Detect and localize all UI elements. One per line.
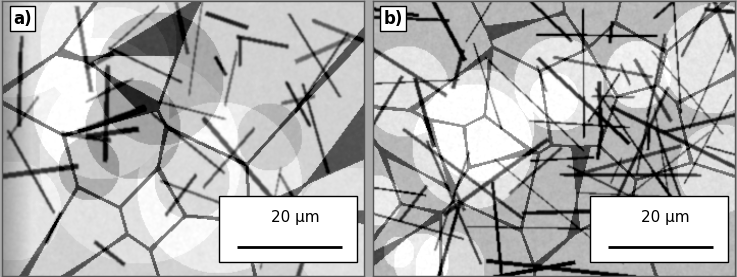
FancyBboxPatch shape (220, 196, 357, 262)
Text: b): b) (384, 10, 403, 28)
Text: 20 μm: 20 μm (641, 210, 690, 225)
Text: 20 μm: 20 μm (270, 210, 319, 225)
FancyBboxPatch shape (590, 196, 727, 262)
Text: a): a) (13, 10, 32, 28)
